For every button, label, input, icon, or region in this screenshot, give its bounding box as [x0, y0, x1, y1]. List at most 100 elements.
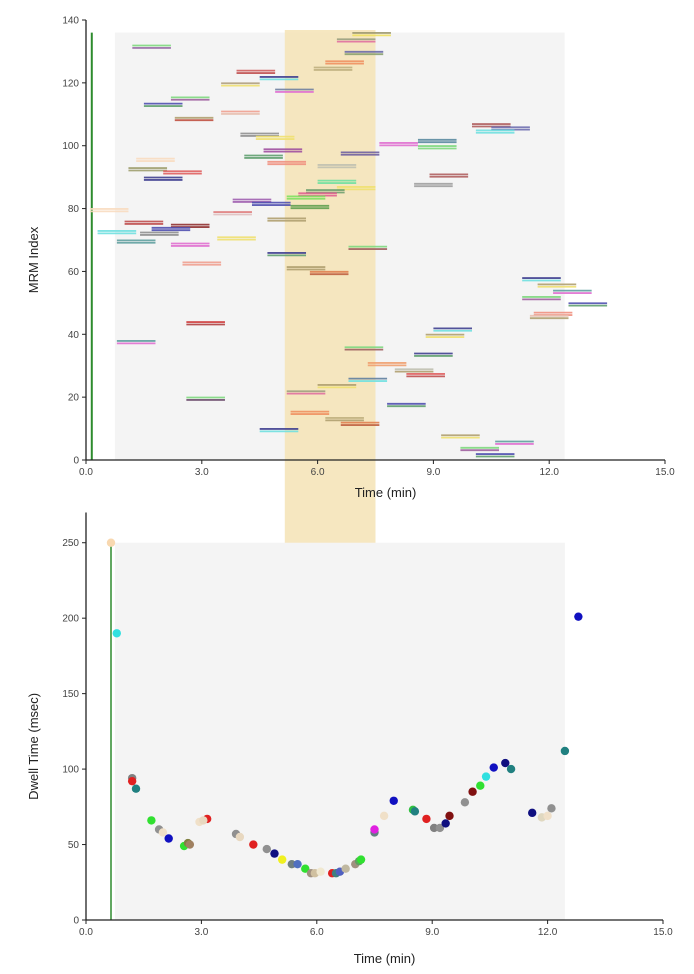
bottom-chart-y-axis-title: Dwell Time (msec) [26, 693, 41, 800]
mrm-segment [170, 242, 210, 247]
mrm-segment [379, 142, 418, 147]
mrm-segment [317, 179, 357, 184]
mrm-segment [352, 32, 391, 37]
mrm-segment [143, 102, 183, 107]
mrm-segment [217, 236, 256, 241]
dwell-point [293, 859, 302, 869]
mrm-segment [221, 110, 260, 115]
mrm-segment [286, 195, 326, 200]
mrm-segment [414, 352, 453, 357]
mrm-segment [344, 50, 384, 56]
bottom-y-tick-label: 100 [62, 765, 79, 776]
dwell-point [501, 758, 510, 768]
dwell-point [185, 840, 195, 849]
mrm-segment [267, 252, 307, 257]
mrm-segment [290, 204, 330, 210]
dwell-point [147, 816, 156, 825]
mrm-segment [367, 362, 407, 367]
dwell-point [277, 855, 287, 864]
top-y-tick-label: 20 [68, 393, 80, 404]
mrm-segment [340, 421, 380, 426]
mrm-segment [325, 417, 364, 422]
mrm-segment [290, 410, 330, 415]
bottom-x-tick-label: 3.0 [194, 927, 208, 938]
dwell-point [506, 764, 516, 774]
mrm-segment [182, 261, 222, 266]
mrm-segment [170, 96, 210, 101]
dwell-point [158, 828, 168, 837]
top-x-tick-label: 3.0 [195, 467, 209, 478]
mrm-segment [344, 346, 384, 351]
mrm-segment [221, 82, 260, 87]
top-y-tick-label: 60 [68, 267, 80, 278]
mrm-segment [267, 160, 307, 166]
mrm-segment [460, 446, 500, 452]
bottom-y-tick-label: 150 [62, 689, 79, 700]
dwell-point [249, 840, 258, 849]
bottom-x-tick-label: 6.0 [310, 927, 324, 938]
bottom-x-tick-label: 15.0 [653, 927, 673, 938]
dwell-point [468, 787, 477, 796]
dwell-point [547, 804, 556, 813]
mrm-segment [325, 60, 364, 65]
bottom-y-tick-label: 250 [62, 538, 79, 549]
mrm-segment [495, 440, 534, 445]
dwell-point [560, 746, 570, 756]
dwell-point [379, 811, 389, 821]
mrm-segment [163, 170, 202, 175]
bottom-y-tick-label: 200 [62, 614, 79, 625]
mrm-segment [394, 368, 434, 373]
dwell-point [460, 798, 470, 807]
mrm-segment [128, 167, 168, 172]
mrm-segment [267, 217, 307, 222]
mrm-segment [236, 69, 276, 74]
mrm-segment [522, 296, 561, 301]
top-y-tick-label: 0 [73, 456, 79, 467]
bottom-x-tick-label: 9.0 [425, 927, 439, 938]
dwell-point [164, 834, 173, 843]
top-chart-axes [85, 20, 665, 461]
mrm-segment [425, 333, 465, 338]
top-chart-segments [89, 32, 608, 458]
dwell-point [131, 784, 141, 793]
top-y-tick-label: 100 [62, 141, 79, 152]
dwell-point [301, 864, 310, 873]
mrm-segment [522, 277, 561, 282]
dwell-point [476, 781, 485, 790]
dwell-point [106, 538, 116, 547]
mrm-segment [348, 245, 388, 250]
dwell-point [489, 763, 498, 772]
dwell-point [199, 816, 208, 825]
mrm-segment [143, 176, 183, 181]
dwell-point [356, 855, 366, 864]
mrm-segment [417, 145, 457, 150]
top-x-tick-label: 9.0 [426, 467, 440, 478]
top-chart-x-axis-title: Time (min) [355, 485, 417, 500]
mrm-segment [553, 289, 592, 294]
bottom-chart-points [106, 538, 583, 878]
mrm-segment [537, 283, 577, 288]
top-chart-y-axis-title: MRM Index [26, 226, 41, 293]
mrm-segment [174, 116, 214, 122]
mrm-segment [186, 396, 225, 401]
mrm-segment [255, 135, 295, 140]
bottom-x-tick-label: 0.0 [79, 927, 93, 938]
mrm-segment [568, 302, 608, 307]
mrm-segment [348, 377, 388, 382]
dwell-point [341, 864, 350, 873]
mrm-segment [263, 148, 303, 153]
top-y-tick-label: 40 [68, 330, 80, 341]
mrm-segment [286, 390, 326, 395]
top-x-tick-label: 6.0 [311, 467, 325, 478]
mrm-segment [317, 384, 357, 389]
mrm-segment [336, 38, 376, 43]
mrm-segment [414, 182, 453, 188]
dwell-point [370, 825, 379, 834]
mrm-segment [151, 226, 191, 232]
dwell-point [574, 612, 583, 621]
mrm-segment [213, 211, 252, 216]
dwell-point [410, 807, 420, 816]
mrm-segment [186, 321, 225, 326]
dwell-point [316, 867, 325, 876]
mrm-segment [475, 453, 515, 458]
